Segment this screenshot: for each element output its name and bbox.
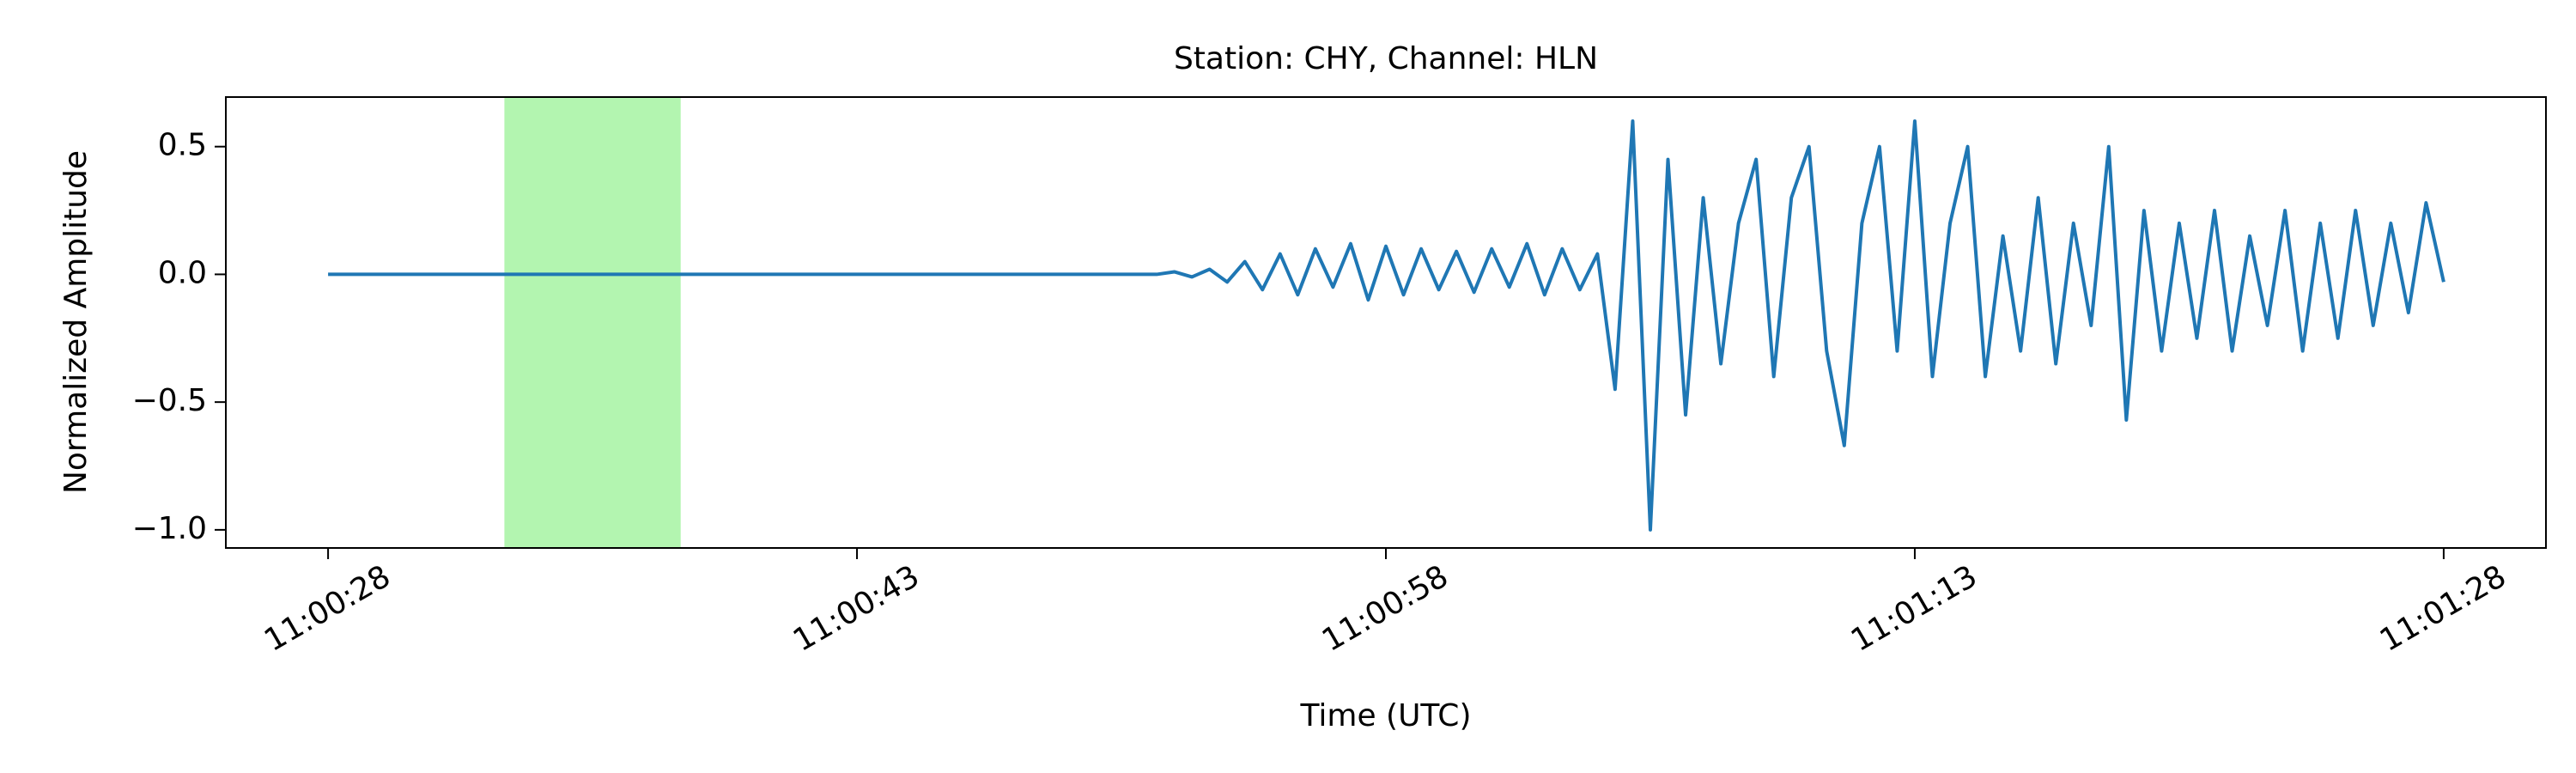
- plot-frame: [225, 96, 2547, 549]
- y-axis-label: Normalized Amplitude: [58, 150, 94, 494]
- y-tick-label: 0.5: [158, 128, 207, 163]
- y-tick-label: −1.0: [132, 511, 207, 546]
- x-tick-label: 11:00:43: [787, 559, 926, 659]
- x-tick-label: 11:01:13: [1845, 559, 1984, 659]
- x-tick-label: 11:00:28: [258, 559, 397, 659]
- y-tick-label: −0.5: [132, 383, 207, 418]
- x-tick-label: 11:01:28: [2374, 559, 2512, 659]
- waveform-line: [328, 119, 2445, 532]
- x-axis-label: Time (UTC): [1299, 698, 1471, 733]
- chart-title: Station: CHY, Channel: HLN: [1174, 41, 1598, 76]
- x-tick-label: 11:00:58: [1316, 559, 1455, 659]
- highlight-span: [504, 97, 681, 548]
- y-tick-label: 0.0: [158, 255, 207, 290]
